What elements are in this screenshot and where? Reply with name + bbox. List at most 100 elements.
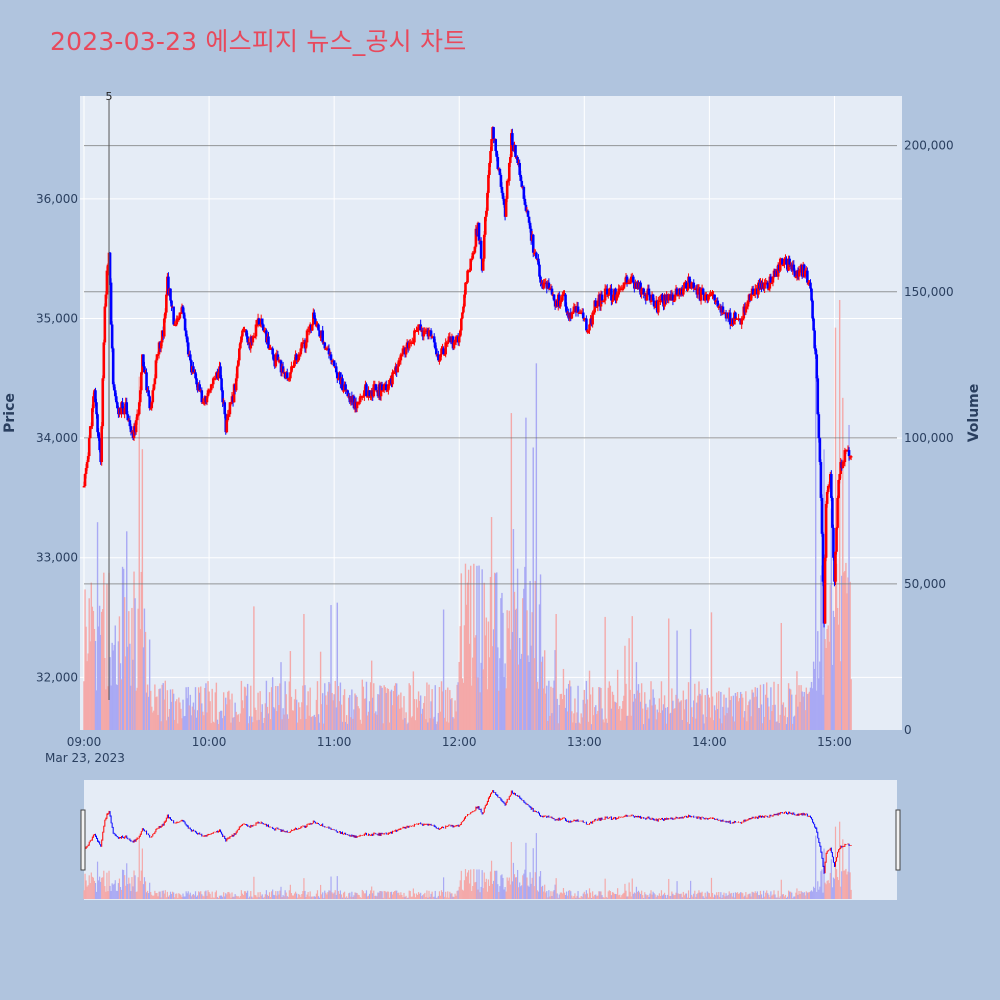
mini-volume-bar <box>764 896 766 899</box>
mini-volume-bar <box>189 892 191 899</box>
volume-bar <box>746 721 748 730</box>
volume-bar <box>393 685 396 730</box>
mini-volume-bar <box>792 897 794 899</box>
volume-bar <box>734 693 737 730</box>
volume-bar <box>431 689 433 730</box>
volume-bar <box>299 707 301 730</box>
candle-body <box>474 228 478 247</box>
mini-volume-bar <box>309 891 311 899</box>
mini-volume-bar <box>494 870 496 899</box>
candle-body <box>831 497 834 528</box>
mini-volume-bar <box>257 892 259 899</box>
mini-volume-bar <box>313 896 315 899</box>
volume-bar <box>257 692 259 730</box>
candle-body <box>442 348 445 355</box>
mini-volume-bar <box>682 891 684 899</box>
volume-bar <box>761 723 764 730</box>
volume-bar <box>505 688 507 730</box>
volume-bar <box>250 685 252 730</box>
volume-bar <box>401 707 403 730</box>
volume-bar <box>347 723 349 730</box>
mini-volume-bar <box>363 893 365 899</box>
mini-volume-bar <box>456 890 458 899</box>
mini-volume-bar <box>585 890 587 899</box>
rangeslider-handle-right[interactable] <box>895 809 901 871</box>
candle-body <box>481 258 485 271</box>
rangeslider-handle-left[interactable] <box>80 809 86 871</box>
mini-volume-bar <box>429 896 431 899</box>
mini-volume-bar <box>550 891 552 899</box>
volume-bar <box>194 687 197 730</box>
mini-volume-bar <box>146 890 149 899</box>
volume-bar <box>697 695 699 730</box>
volume-bar <box>268 692 271 730</box>
volume-bar <box>538 604 541 730</box>
volume-bar <box>668 618 670 730</box>
mini-volume-bar <box>260 895 262 899</box>
mini-volume-bar <box>208 892 210 899</box>
volume-bar <box>600 688 602 730</box>
mini-volume-bar <box>824 882 826 899</box>
volume-bar <box>458 661 460 730</box>
candle-body <box>185 336 189 343</box>
candle-body <box>817 414 821 439</box>
mini-volume-bar <box>642 895 644 899</box>
mini-volume-bar <box>177 897 179 899</box>
mini-volume-bar <box>376 896 378 899</box>
volume-bar <box>234 702 236 730</box>
volume-bar <box>373 683 375 730</box>
candle-body <box>477 222 481 241</box>
mini-volume-bar <box>95 891 98 899</box>
mini-volume-bar <box>607 891 609 899</box>
candle-body <box>826 485 830 492</box>
volume-bar <box>256 720 258 730</box>
candle-body <box>657 300 660 313</box>
candle-body <box>572 306 576 313</box>
volume-bar <box>695 718 697 730</box>
volume-bar <box>615 702 618 730</box>
candle-body <box>528 222 532 229</box>
mini-volume-bar <box>451 893 453 899</box>
volume-bar <box>637 684 640 730</box>
candle-body <box>673 294 677 301</box>
mini-volume-bar <box>496 870 498 899</box>
volume-bar <box>721 723 723 730</box>
candle-body <box>622 282 626 289</box>
mini-volume-bar <box>365 890 368 899</box>
mini-volume-bar <box>435 897 437 899</box>
mini-volume-bar <box>131 877 133 899</box>
candle-body <box>186 342 190 355</box>
mini-volume-bar <box>578 897 580 899</box>
mini-volume-bar <box>235 895 237 899</box>
candle-body <box>819 462 823 498</box>
mini-volume-bar <box>796 888 798 899</box>
mini-volume-bar <box>294 891 297 899</box>
candle-body <box>152 384 156 391</box>
mini-volume-bar <box>209 893 211 899</box>
volume-bar <box>489 576 492 730</box>
mini-volume-bar <box>168 895 171 899</box>
mini-volume-bar <box>428 890 430 899</box>
candle-body <box>179 312 183 315</box>
volume-bar <box>206 712 208 730</box>
volume-bar <box>278 705 280 730</box>
volume-bar <box>556 698 558 730</box>
volume-bar <box>714 710 717 730</box>
candle-body <box>516 157 519 163</box>
candle-body <box>487 174 490 193</box>
mini-volume-bar <box>100 881 102 899</box>
mini-volume-bar <box>750 896 752 899</box>
mini-volume-bar <box>232 896 234 899</box>
candle-body <box>200 390 204 403</box>
mini-volume-bar <box>644 892 646 899</box>
mini-volume-bar <box>594 894 596 899</box>
mini-volume-bar <box>193 895 196 899</box>
candle-body <box>105 270 109 295</box>
x-tick-label: 15:00 <box>817 735 852 749</box>
volume-bar <box>380 685 382 730</box>
candle-body <box>526 210 530 217</box>
candle-body <box>824 503 828 558</box>
candle-body <box>471 252 475 259</box>
mini-volume-bar <box>540 886 543 899</box>
mini-volume-bar <box>158 891 160 899</box>
